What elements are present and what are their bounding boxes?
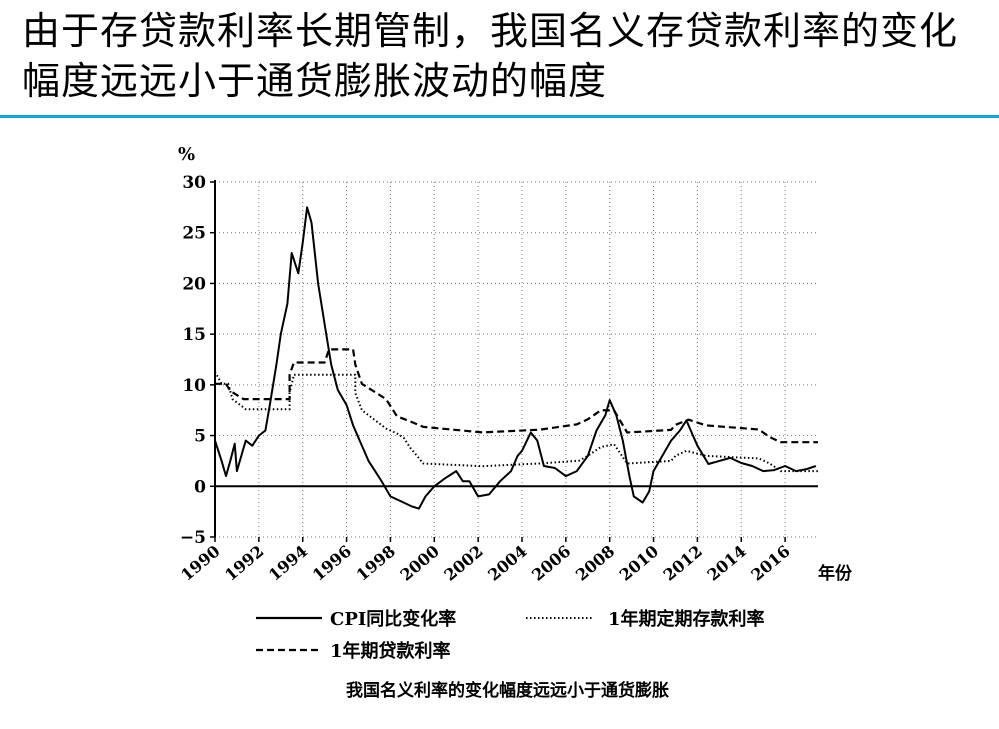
- series-layer: [214, 206, 818, 510]
- axis-layer: [210, 180, 818, 542]
- legend-label-deposit: 1年期定期存款利率: [608, 608, 765, 630]
- figure-caption: 我国名义利率的变化幅度远远小于通货膨胀: [346, 681, 669, 701]
- x-tick-label: 2004: [484, 542, 530, 585]
- slide-title: 由于存贷款利率长期管制，我国名义存贷款利率的变化幅度远远小于通货膨胀波动的幅度: [22, 9, 959, 103]
- x-tick-label: 1994: [265, 542, 311, 585]
- x-axis-label: 年份: [818, 563, 853, 584]
- x-tick-label: 2016: [747, 542, 793, 585]
- grid-layer: [215, 181, 818, 538]
- title-divider: [0, 115, 999, 118]
- x-tick-label: 1998: [353, 542, 399, 585]
- x-tick-label: 2010: [616, 542, 662, 585]
- x-tick-label: 1996: [309, 542, 355, 585]
- x-tick-label: 2012: [660, 542, 706, 585]
- y-tick-label: −5: [180, 528, 206, 548]
- x-tick-label: 2008: [572, 542, 618, 585]
- tick-label-layer: −505101520253019901992199419961998200020…: [177, 173, 793, 585]
- y-tick-label: 10: [182, 376, 206, 396]
- y-tick-label: 15: [182, 325, 206, 345]
- x-tick-label: 2000: [397, 542, 443, 585]
- x-tick-label: 2006: [528, 542, 574, 585]
- x-tick-label: 1992: [221, 542, 267, 585]
- series-line-1: [214, 371, 818, 473]
- y-tick-label: 20: [182, 274, 206, 294]
- y-axis-unit-label: %: [178, 144, 195, 165]
- y-tick-label: 25: [182, 224, 206, 244]
- legend-label-cpi: CPI同比变化率: [330, 608, 456, 630]
- y-tick-label: 5: [194, 427, 206, 447]
- line-chart: −505101520253019901992199419961998200020…: [177, 144, 853, 662]
- series-line-0: [214, 206, 817, 510]
- legend: CPI同比变化率 1年期定期存款利率 1年期贷款利率: [256, 608, 765, 662]
- x-tick-label: 2014: [703, 542, 749, 585]
- y-tick-label: 0: [194, 477, 206, 497]
- legend-label-loan: 1年期贷款利率: [330, 640, 451, 662]
- x-tick-label: 2002: [440, 542, 486, 585]
- series-line-2: [215, 348, 818, 444]
- y-tick-label: 30: [182, 173, 206, 193]
